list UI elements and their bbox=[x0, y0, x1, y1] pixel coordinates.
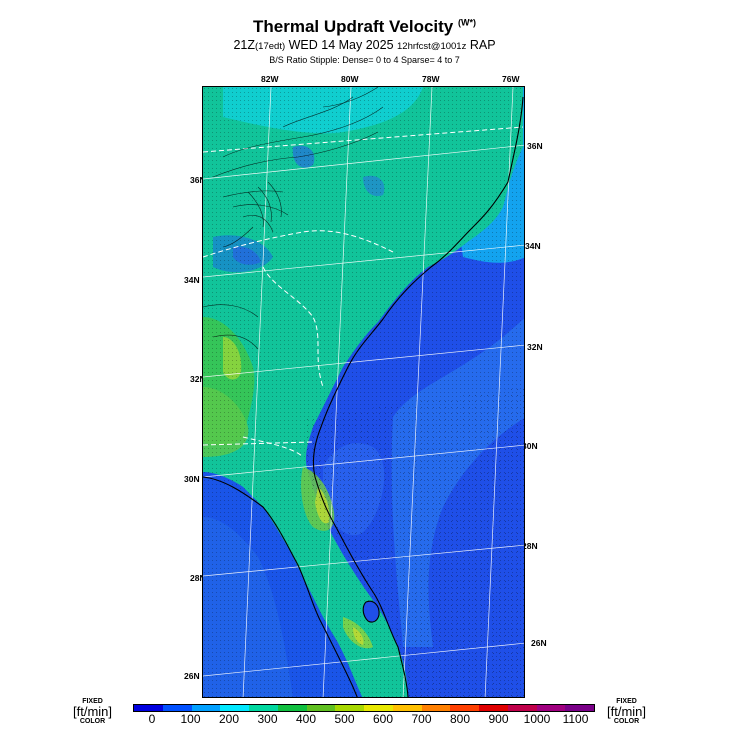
colorbar-unit-right: FIXED [ft/min] COLOR bbox=[607, 698, 646, 725]
title-unit: (W*) bbox=[458, 17, 476, 28]
colorbar-swatch bbox=[249, 705, 278, 711]
state-borders bbox=[203, 126, 524, 458]
colorbar-tick-label: 200 bbox=[218, 712, 240, 726]
colorbar-right-fixed: FIXED bbox=[616, 698, 637, 705]
colorbar-tick-label: 1000 bbox=[523, 712, 551, 726]
colorbar-swatch bbox=[450, 705, 479, 711]
gulf-coastline bbox=[203, 476, 358, 697]
colorbar-swatch bbox=[335, 705, 364, 711]
colorbar-tick-label: 300 bbox=[257, 712, 278, 726]
lat-label-left-30n: 30N bbox=[184, 474, 200, 484]
colorbar-left-fixed: FIXED bbox=[82, 698, 103, 705]
lat-label-left-36n: 36N bbox=[190, 175, 206, 185]
colorbar-swatch bbox=[277, 705, 307, 711]
colorbar-swatch bbox=[220, 705, 249, 711]
lat-label-right-36n: 36N bbox=[527, 141, 543, 151]
colorbar-tick-label: 900 bbox=[488, 712, 509, 726]
colorbar-left-color: COLOR bbox=[79, 718, 106, 725]
colorbar-swatch bbox=[507, 705, 537, 711]
lat-label-left-34n: 34N bbox=[184, 275, 200, 285]
lat-label-left-26n: 26N bbox=[184, 671, 200, 681]
map-title: Thermal Updraft Velocity (W*) bbox=[0, 17, 729, 37]
colorbar-swatch bbox=[306, 705, 336, 711]
lon-label-78w: 78W bbox=[422, 74, 440, 84]
map-subtitle: 21Z(17edt) WED 14 May 2025 12hrfcst@1001… bbox=[0, 38, 729, 52]
colorbar-tick-label: 400 bbox=[295, 712, 317, 726]
colorbar-right-color: COLOR bbox=[613, 718, 640, 725]
terrain-contours bbox=[203, 87, 384, 350]
graticule bbox=[203, 87, 524, 697]
colorbar-unit-left: FIXED [ft/min] COLOR bbox=[73, 698, 112, 725]
lat-label-left-32n: 32N bbox=[190, 374, 206, 384]
lon-label-76w: 76W bbox=[502, 74, 520, 84]
colorbar-tick-label: 0 bbox=[148, 712, 156, 726]
colorbar-tick-label: 100 bbox=[180, 712, 201, 726]
colorbar-tick-label: 700 bbox=[411, 712, 432, 726]
colorbar-swatch bbox=[479, 705, 508, 711]
lon-label-82w: 82W bbox=[261, 74, 279, 84]
map-panel bbox=[202, 86, 525, 698]
colorbar-swatch bbox=[134, 705, 163, 711]
colorbar-tick-label: 600 bbox=[372, 712, 394, 726]
subtitle-run: 12hrfcst@1001z bbox=[397, 41, 467, 52]
colorbar-swatch bbox=[162, 705, 192, 711]
atlantic-coastline bbox=[312, 96, 524, 697]
lat-label-right-30n: 30N bbox=[522, 441, 538, 451]
colorbar bbox=[133, 704, 595, 712]
colorbar-tick-label: 1100 bbox=[562, 712, 589, 726]
map-svg bbox=[203, 87, 524, 697]
colorbar-right-unit: [ft/min] bbox=[607, 704, 647, 719]
colorbar-swatch bbox=[392, 705, 422, 711]
lat-label-right-28n: 28N bbox=[522, 541, 538, 551]
lat-label-right-26n: 26N bbox=[531, 638, 547, 648]
subtitle-time: 21Z bbox=[233, 38, 256, 52]
title-text: Thermal Updraft Velocity bbox=[252, 17, 454, 36]
colorbar-swatch bbox=[536, 705, 566, 711]
colorbar-left-unit: [ft/min] bbox=[73, 704, 113, 719]
subtitle-local-time: (17edt) bbox=[255, 41, 286, 52]
lake-okeechobee bbox=[362, 600, 380, 623]
colorbar-swatch bbox=[421, 705, 451, 711]
colorbar-swatch bbox=[364, 705, 393, 711]
colorbar-ticks: 0 100 200 300 400 500 600 700 800 900 1000 1100 bbox=[133, 712, 595, 728]
colorbar-tick-label: 800 bbox=[449, 712, 471, 726]
stipple-note: B/S Ratio Stipple: Dense= 0 to 4 Sparse=… bbox=[269, 55, 460, 65]
subtitle-model: RAP bbox=[469, 38, 496, 52]
colorbar-swatch bbox=[191, 705, 221, 711]
colorbar-swatch bbox=[565, 705, 594, 711]
lon-label-80w: 80W bbox=[341, 74, 359, 84]
lat-label-left-28n: 28N bbox=[190, 573, 206, 583]
lat-label-right-32n: 32N bbox=[527, 342, 543, 352]
colorbar-tick-label: 500 bbox=[334, 712, 355, 726]
subtitle-date: WED 14 May 2025 bbox=[288, 38, 394, 52]
lat-label-right-34n: 34N bbox=[525, 241, 541, 251]
